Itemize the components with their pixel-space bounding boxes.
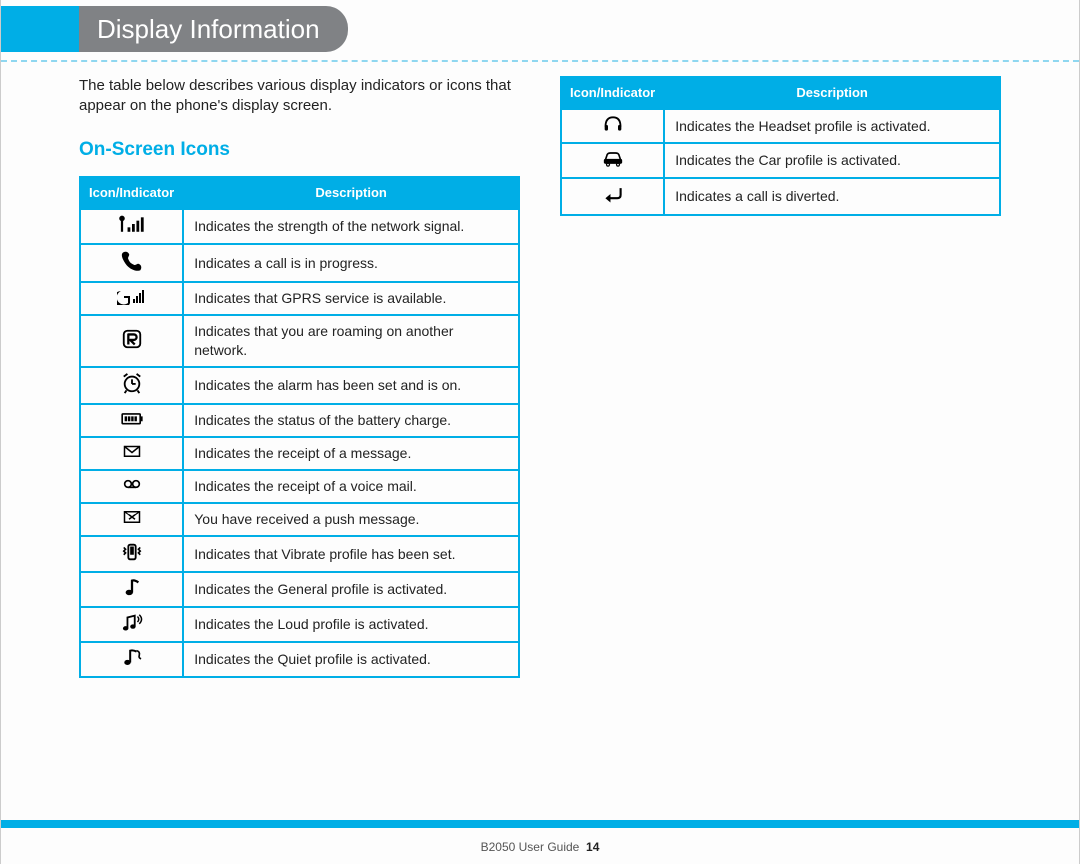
intro-text: The table below describes various displa… (79, 76, 520, 117)
footer-accent-bar (1, 820, 1079, 828)
desc-cell: Indicates a call is in progress. (183, 244, 519, 283)
table-row: Indicates a call is diverted. (561, 178, 1000, 215)
desc-cell: You have received a push message. (183, 503, 519, 536)
header-accent-bar (1, 6, 79, 52)
loud-profile-icon (120, 612, 144, 637)
table-row: Indicates the Car profile is activated. (561, 143, 1000, 178)
table-row: Indicates that Vibrate profile has been … (80, 536, 519, 573)
table-row: Indicates the General profile is activat… (80, 572, 519, 607)
footer-page-number: 14 (586, 840, 599, 854)
call-icon (120, 249, 144, 278)
table-row: Indicates the Loud profile is activated. (80, 607, 519, 642)
desc-cell: Indicates a call is diverted. (664, 178, 1000, 215)
gprs-icon (117, 287, 147, 310)
table-row: Indicates the receipt of a voice mail. (80, 470, 519, 503)
icon-table-left: Icon/Indicator Description Indicates the… (79, 176, 520, 678)
desc-cell: Indicates the alarm has been set and is … (183, 367, 519, 404)
alarm-icon (121, 372, 143, 399)
th-icon: Icon/Indicator (561, 77, 664, 109)
quiet-profile-icon (121, 647, 143, 672)
th-desc: Description (664, 77, 1000, 109)
desc-cell: Indicates the Loud profile is activated. (183, 607, 519, 642)
table-row: Indicates that GPRS service is available… (80, 282, 519, 315)
desc-cell: Indicates the Car profile is activated. (664, 143, 1000, 178)
car-icon (600, 148, 626, 173)
desc-cell: Indicates the receipt of a voice mail. (183, 470, 519, 503)
table-row: Indicates the receipt of a message. (80, 437, 519, 470)
roaming-icon (121, 328, 143, 355)
page-title-tab: Display Information (79, 6, 348, 52)
desc-cell: Indicates the General profile is activat… (183, 572, 519, 607)
dashed-divider (1, 60, 1079, 62)
right-column: Icon/Indicator Description Indicates the… (560, 76, 1001, 678)
table-row: You have received a push message. (80, 503, 519, 536)
vibrate-icon (119, 541, 145, 568)
page: Display Information The table below desc… (0, 0, 1080, 864)
message-icon (120, 442, 144, 465)
table-row: Indicates the alarm has been set and is … (80, 367, 519, 404)
desc-cell: Indicates the status of the battery char… (183, 404, 519, 437)
table-row: Indicates the status of the battery char… (80, 404, 519, 437)
section-heading: On-Screen Icons (79, 137, 520, 163)
desc-cell: Indicates that GPRS service is available… (183, 282, 519, 315)
desc-cell: Indicates the strength of the network si… (183, 209, 519, 244)
headset-icon (602, 114, 624, 139)
table-row: Indicates the strength of the network si… (80, 209, 519, 244)
footer: B2050 User Guide 14 (1, 840, 1079, 854)
th-icon: Icon/Indicator (80, 177, 183, 209)
content-columns: The table below describes various displa… (1, 76, 1079, 678)
desc-cell: Indicates that you are roaming on anothe… (183, 315, 519, 367)
left-column: The table below describes various displa… (79, 76, 520, 678)
signal-icon (117, 214, 147, 239)
table-row: Indicates the Quiet profile is activated… (80, 642, 519, 677)
desc-cell: Indicates the Headset profile is activat… (664, 109, 1000, 144)
icon-table-right: Icon/Indicator Description Indicates the… (560, 76, 1001, 216)
general-profile-icon (122, 577, 142, 602)
divert-icon (601, 183, 625, 210)
table-row: Indicates a call is in progress. (80, 244, 519, 283)
table-row: Indicates the Headset profile is activat… (561, 109, 1000, 144)
th-desc: Description (183, 177, 519, 209)
voicemail-icon (118, 476, 146, 497)
desc-cell: Indicates that Vibrate profile has been … (183, 536, 519, 573)
battery-icon (117, 409, 147, 432)
footer-guide-label: B2050 User Guide (481, 840, 580, 854)
push-message-icon (120, 508, 144, 531)
page-title: Display Information (97, 14, 320, 45)
desc-cell: Indicates the receipt of a message. (183, 437, 519, 470)
desc-cell: Indicates the Quiet profile is activated… (183, 642, 519, 677)
header-row: Display Information (1, 6, 1079, 52)
table-row: Indicates that you are roaming on anothe… (80, 315, 519, 367)
